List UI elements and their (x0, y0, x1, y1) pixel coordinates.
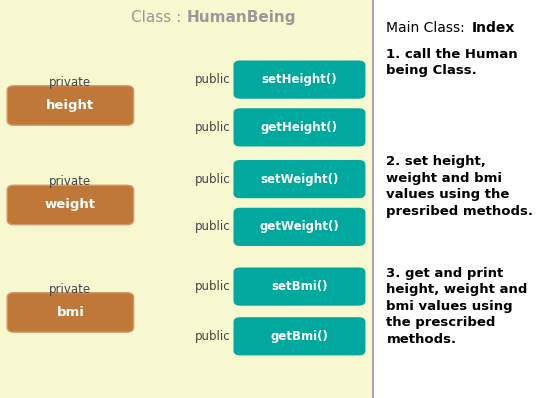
FancyBboxPatch shape (233, 317, 365, 355)
Text: setHeight(): setHeight() (262, 73, 337, 86)
Text: private: private (49, 283, 92, 296)
FancyBboxPatch shape (7, 86, 134, 125)
Text: public: public (195, 73, 230, 86)
FancyBboxPatch shape (0, 0, 373, 398)
Text: Class :: Class : (131, 10, 187, 25)
Text: public: public (195, 220, 230, 233)
Text: private: private (49, 76, 92, 89)
Text: height: height (46, 99, 94, 112)
Text: 2. set height,
weight and bmi
values using the
presribed methods.: 2. set height, weight and bmi values usi… (386, 155, 533, 218)
FancyBboxPatch shape (233, 60, 365, 99)
Text: Index: Index (472, 21, 516, 35)
Text: HumanBeing: HumanBeing (187, 10, 296, 25)
Text: public: public (195, 121, 230, 134)
Text: setBmi(): setBmi() (271, 280, 328, 293)
FancyBboxPatch shape (233, 267, 365, 306)
FancyBboxPatch shape (373, 0, 552, 398)
Text: getWeight(): getWeight() (259, 220, 339, 233)
Text: Main Class:: Main Class: (386, 21, 470, 35)
Text: weight: weight (45, 199, 96, 211)
Text: public: public (195, 173, 230, 185)
FancyBboxPatch shape (233, 160, 365, 198)
Text: 1. call the Human
being Class.: 1. call the Human being Class. (386, 48, 518, 77)
Text: 3. get and print
height, weight and
bmi values using
the prescribed
methods.: 3. get and print height, weight and bmi … (386, 267, 528, 345)
FancyBboxPatch shape (233, 108, 365, 146)
Text: private: private (49, 176, 92, 188)
Text: getHeight(): getHeight() (261, 121, 338, 134)
FancyBboxPatch shape (7, 293, 134, 332)
Text: public: public (195, 330, 230, 343)
Text: public: public (195, 280, 230, 293)
Text: setWeight(): setWeight() (261, 173, 338, 185)
Text: bmi: bmi (56, 306, 84, 319)
FancyBboxPatch shape (7, 185, 134, 224)
FancyBboxPatch shape (233, 208, 365, 246)
Text: getBmi(): getBmi() (270, 330, 328, 343)
